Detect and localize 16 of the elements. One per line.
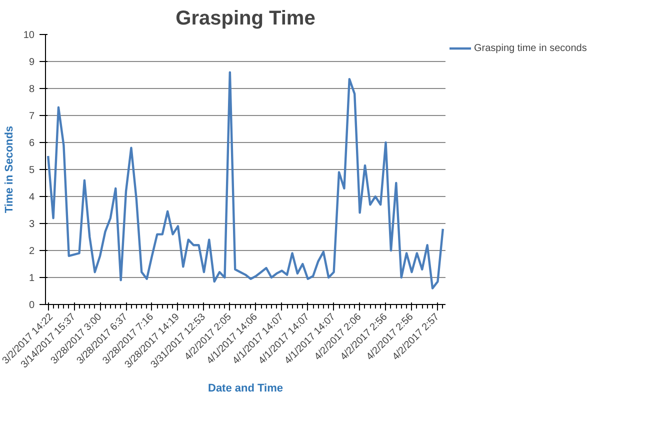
y-tick-label: 3 [28, 219, 35, 230]
y-tick-label: 0 [28, 300, 35, 311]
y-tick-label: 2 [28, 246, 35, 257]
y-tick-label: 7 [28, 111, 35, 122]
y-tick-label: 1 [28, 273, 35, 284]
legend-label: Grasping time in seconds [474, 42, 587, 54]
y-tick-label: 5 [28, 165, 35, 176]
y-tick-label: 4 [28, 192, 35, 203]
y-tick-label: 10 [23, 30, 35, 41]
y-tick-label: 9 [28, 57, 35, 68]
y-axis-title: Time in Seconds [3, 126, 16, 214]
chart-title: Grasping Time [176, 8, 316, 30]
y-tick-label: 6 [28, 138, 35, 149]
y-tick-label: 8 [28, 84, 35, 95]
x-axis-title: Date and Time [208, 382, 284, 394]
line-series [46, 71, 444, 290]
